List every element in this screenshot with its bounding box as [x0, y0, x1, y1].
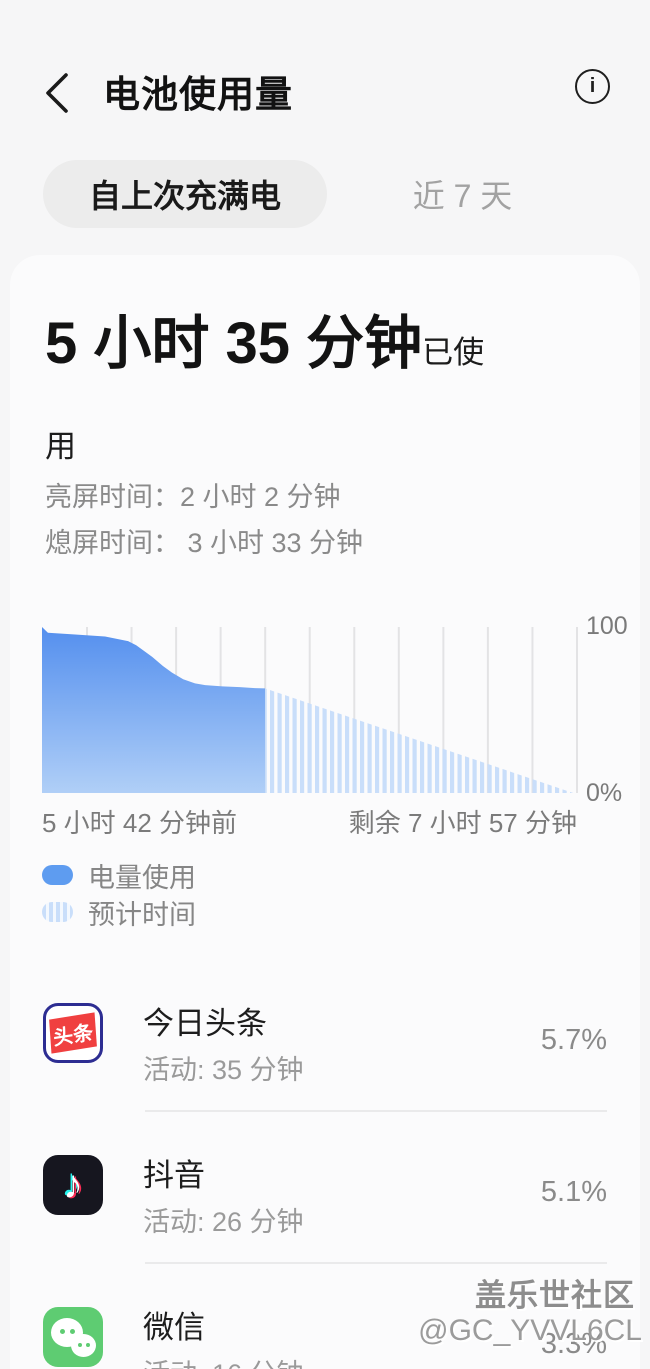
page-title: 电池使用量 [103, 74, 293, 115]
app-battery-percent: 5.1% [540, 1176, 607, 1208]
back-button[interactable] [40, 70, 80, 116]
app-row-3[interactable]: 微信活动: 16 分钟 3.3% [10, 1289, 640, 1369]
app-name: 今日头条 [143, 1006, 267, 1041]
x-axis-label-remaining: 剩余 7 小时 57 分钟 [348, 808, 577, 838]
usage-duration-value: 5 小时 35 分钟 [45, 311, 423, 376]
usage-duration-headline: 5 小时 35 分钟已使用 [45, 300, 500, 497]
screen-time-lines: 亮屏时间：2 小时 2 分钟 熄屏时间： 3 小时 33 分钟 [45, 474, 363, 566]
app-battery-percent: 3.3% [540, 1328, 607, 1360]
wechat-icon [43, 1307, 103, 1367]
app-activity: 活动: 26 分钟 [143, 1207, 304, 1237]
app-row-2[interactable]: ♪ ♪ ♪ 抖音活动: 26 分钟 5.1% [10, 1137, 640, 1289]
legend-estimated-time: 预计时间 [42, 898, 196, 930]
battery-level-chart [42, 627, 578, 793]
y-axis-label-100: 100 [586, 612, 628, 640]
tab-last-7-days[interactable]: 近 7 天 [412, 178, 513, 214]
striped-swatch-icon [42, 902, 73, 922]
app-row-1[interactable]: 头条 今日头条活动: 35 分钟 5.7% [10, 985, 640, 1137]
watermark-handle: @GC_YVVL6CL [418, 1314, 642, 1347]
app-name: 微信 [143, 1310, 205, 1345]
watermark-community: 盖乐世社区 [475, 1278, 635, 1313]
tab-since-full-charge[interactable]: 自上次充满电 [43, 160, 327, 228]
app-activity: 活动: 16 分钟 [143, 1352, 304, 1369]
legend-label: 电量使用 [88, 862, 196, 893]
legend-label: 预计时间 [88, 899, 196, 930]
douyin-icon: ♪ ♪ ♪ [43, 1155, 103, 1215]
info-button[interactable]: i [575, 69, 610, 104]
toutiao-icon: 头条 [43, 1003, 103, 1063]
solid-swatch-icon [42, 865, 73, 885]
divider [145, 1262, 607, 1264]
usage-duration-suffix: 已使用 [45, 335, 485, 464]
battery-summary-card [10, 255, 640, 1369]
divider [145, 1110, 607, 1112]
info-icon: i [589, 75, 596, 97]
screen-off-time: 熄屏时间： 3 小时 33 分钟 [45, 528, 364, 558]
app-activity: 活动: 35 分钟 [143, 1055, 304, 1085]
legend-battery-usage: 电量使用 [42, 861, 196, 893]
app-battery-percent: 5.7% [540, 1024, 607, 1056]
y-axis-label-0: 0% [586, 779, 623, 807]
chevron-left-icon [46, 73, 68, 113]
screen-on-time: 亮屏时间：2 小时 2 分钟 [45, 482, 341, 512]
app-name: 抖音 [143, 1158, 205, 1193]
x-axis-label-history: 5 小时 42 分钟前 [42, 808, 238, 838]
